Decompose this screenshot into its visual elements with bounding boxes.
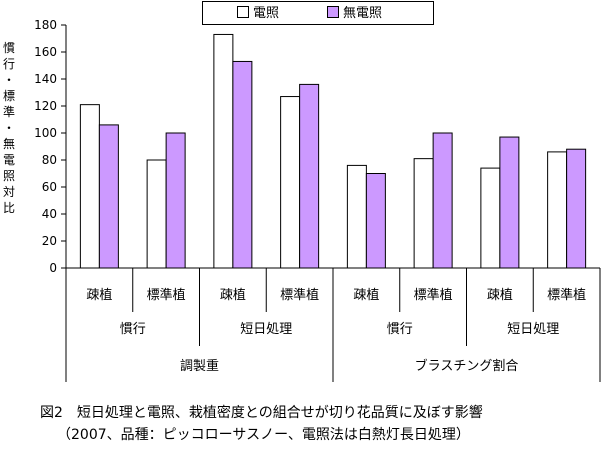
legend-swatch-unlit (327, 6, 339, 18)
y-axis-label-char: 標 (2, 89, 15, 103)
bar-unlit (432, 132, 453, 269)
y-tick-label: 140 (34, 72, 57, 86)
legend-label-unlit: 無電照 (343, 6, 383, 21)
legend-label-lit: 電照 (253, 6, 280, 21)
bar-lit (346, 164, 367, 269)
bar-lit (413, 158, 434, 269)
y-axis-label-char: ・ (2, 73, 15, 87)
bar-lit (480, 167, 501, 269)
bar-unlit (365, 173, 386, 269)
x-category-label: 標準植 (414, 287, 453, 303)
bar-chart: 0 20 40 60 80 100 120 140 160 180 疎植 標準植 疎植 標準植 疎植 標準植 疎… (34, 18, 601, 382)
legend-swatch-lit (237, 6, 249, 18)
bar-lit (280, 96, 301, 269)
y-tick-label: 0 (49, 261, 57, 275)
bar-unlit (98, 124, 119, 269)
bar-lit (79, 104, 100, 269)
bar-unlit (299, 83, 320, 269)
y-axis-label-char: 照 (2, 169, 15, 183)
bar-lit (213, 33, 234, 269)
x-category-label: 標準植 (547, 287, 586, 303)
x-category-label: 疎植 (487, 288, 513, 303)
x-category-label: 疎植 (86, 288, 112, 303)
y-tick-label: 160 (34, 45, 57, 59)
x-category-label: 疎植 (220, 288, 246, 303)
x-metric-label: ブラスチング割合 (415, 358, 519, 374)
y-tick-label: 180 (34, 18, 57, 32)
x-category-label: 標準植 (280, 287, 319, 303)
bar-lit (547, 151, 568, 269)
x-category-label: 標準植 (147, 287, 186, 303)
x-group-label: 短日処理 (240, 322, 292, 337)
legend-item-lit: 電照 (237, 6, 279, 22)
bar-unlit (499, 136, 520, 269)
x-metric-label: 調製重 (180, 358, 219, 374)
y-axis-label: 慣行・標準・無電照対比 (2, 40, 16, 216)
y-axis-label-char: 比 (2, 201, 15, 215)
y-axis-label-char: 慣 (2, 41, 15, 55)
chart-legend: 電照 無電照 (202, 1, 434, 25)
y-tick-label: 20 (42, 234, 57, 248)
y-axis-label-char: 電 (2, 153, 15, 167)
y-tick-label: 80 (42, 153, 57, 167)
y-axis-label-char: 対 (2, 185, 15, 199)
x-group-label: 短日処理 (507, 322, 559, 337)
y-axis-label-char: 無 (2, 137, 15, 151)
bar-unlit (232, 60, 253, 269)
y-tick-label: 120 (34, 99, 57, 113)
figure-caption-title: 図2 短日処理と電照、栽植密度との組合せが切り花品質に及ぼす影響 (40, 405, 483, 421)
x-group-label: 慣行 (120, 321, 146, 337)
bar-unlit (566, 148, 587, 269)
legend-item-unlit: 無電照 (327, 6, 382, 22)
bar-lit (146, 159, 167, 269)
x-category-label: 疎植 (353, 288, 379, 303)
y-axis-label-char: ・ (2, 121, 15, 135)
y-tick-label: 60 (42, 180, 57, 194)
y-tick-label: 100 (34, 126, 57, 140)
y-axis-label-char: 準 (2, 105, 15, 119)
y-axis-label-char: 行 (2, 57, 15, 71)
bar-unlit (165, 132, 186, 269)
x-group-label: 慣行 (387, 321, 413, 337)
y-tick-label: 40 (42, 207, 57, 221)
figure-caption-note: （2007、品種：ピッコローサスノー、電照法は白熱灯長日処理） (57, 427, 470, 443)
